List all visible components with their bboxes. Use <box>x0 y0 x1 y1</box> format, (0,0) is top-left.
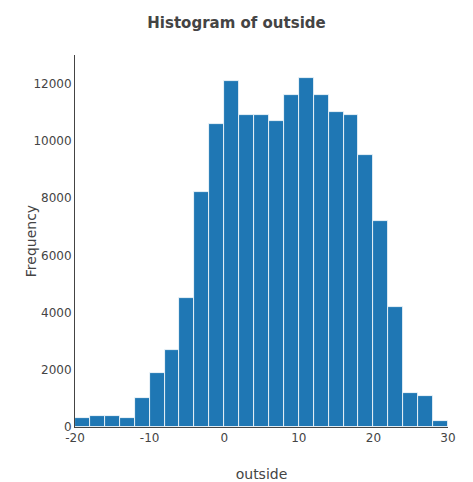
svg-text:0: 0 <box>220 431 228 445</box>
svg-text:30: 30 <box>440 431 455 445</box>
svg-text:10000: 10000 <box>33 134 71 148</box>
svg-text:outside: outside <box>236 466 288 482</box>
svg-text:Histogram of outside: Histogram of outside <box>147 14 325 32</box>
svg-text:12000: 12000 <box>33 77 71 91</box>
svg-text:Frequency: Frequency <box>23 205 39 277</box>
svg-text:-10: -10 <box>140 431 160 445</box>
svg-text:8000: 8000 <box>41 191 72 205</box>
svg-text:0: 0 <box>64 420 72 434</box>
svg-text:10: 10 <box>291 431 306 445</box>
svg-text:4000: 4000 <box>41 306 72 320</box>
svg-text:-20: -20 <box>65 431 85 445</box>
svg-text:20: 20 <box>366 431 381 445</box>
svg-text:6000: 6000 <box>41 249 72 263</box>
svg-text:2000: 2000 <box>41 363 72 377</box>
